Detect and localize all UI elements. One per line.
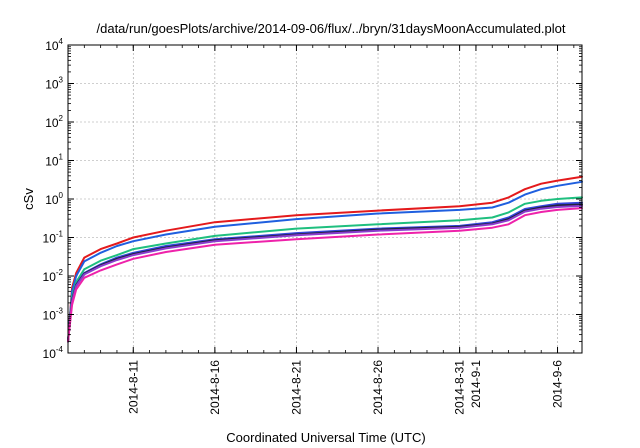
- y-tick-label: 103: [45, 76, 63, 92]
- chart-title: /data/run/goesPlots/archive/2014-09-06/f…: [97, 21, 566, 36]
- series-line: [67, 207, 583, 343]
- y-tick-label: 10-3: [43, 307, 64, 323]
- x-axis: 2014-8-11 2014-8-16 2014-8-21 2014-8-26 2014…: [83, 45, 575, 415]
- x-axis-title: Coordinated Universal Time (UTC): [226, 430, 425, 445]
- y-tick-label: 101: [45, 153, 63, 169]
- series-line: [67, 201, 583, 343]
- x-tick-label: 2014-8-31: [453, 360, 467, 415]
- series-group: [67, 175, 583, 343]
- y-tick-label: 10-2: [43, 268, 64, 284]
- x-tick-label: 2014-8-26: [371, 360, 385, 415]
- y-tick-label: 100: [45, 191, 63, 207]
- y-axis: 10-4 10-3 10-2 10-1 100 101 102 103 104: [43, 37, 582, 361]
- x-tick-label: 2014-8-16: [208, 360, 222, 415]
- y-tick-label: 102: [45, 114, 63, 130]
- series-line: [67, 175, 583, 343]
- series-line: [67, 196, 583, 343]
- x-tick-label: 2014-9-6: [551, 360, 565, 408]
- series-line: [67, 180, 583, 343]
- x-tick-label: 2014-8-11: [126, 360, 140, 414]
- y-tick-label: 10-4: [43, 345, 64, 361]
- y-tick-label: 104: [45, 37, 63, 53]
- y-axis-title: cSv: [21, 188, 36, 210]
- x-tick-label: 2014-9-1: [469, 360, 483, 408]
- x-tick-label: 2014-8-21: [289, 360, 303, 415]
- series-line: [67, 204, 583, 343]
- y-tick-label: 10-1: [43, 230, 64, 246]
